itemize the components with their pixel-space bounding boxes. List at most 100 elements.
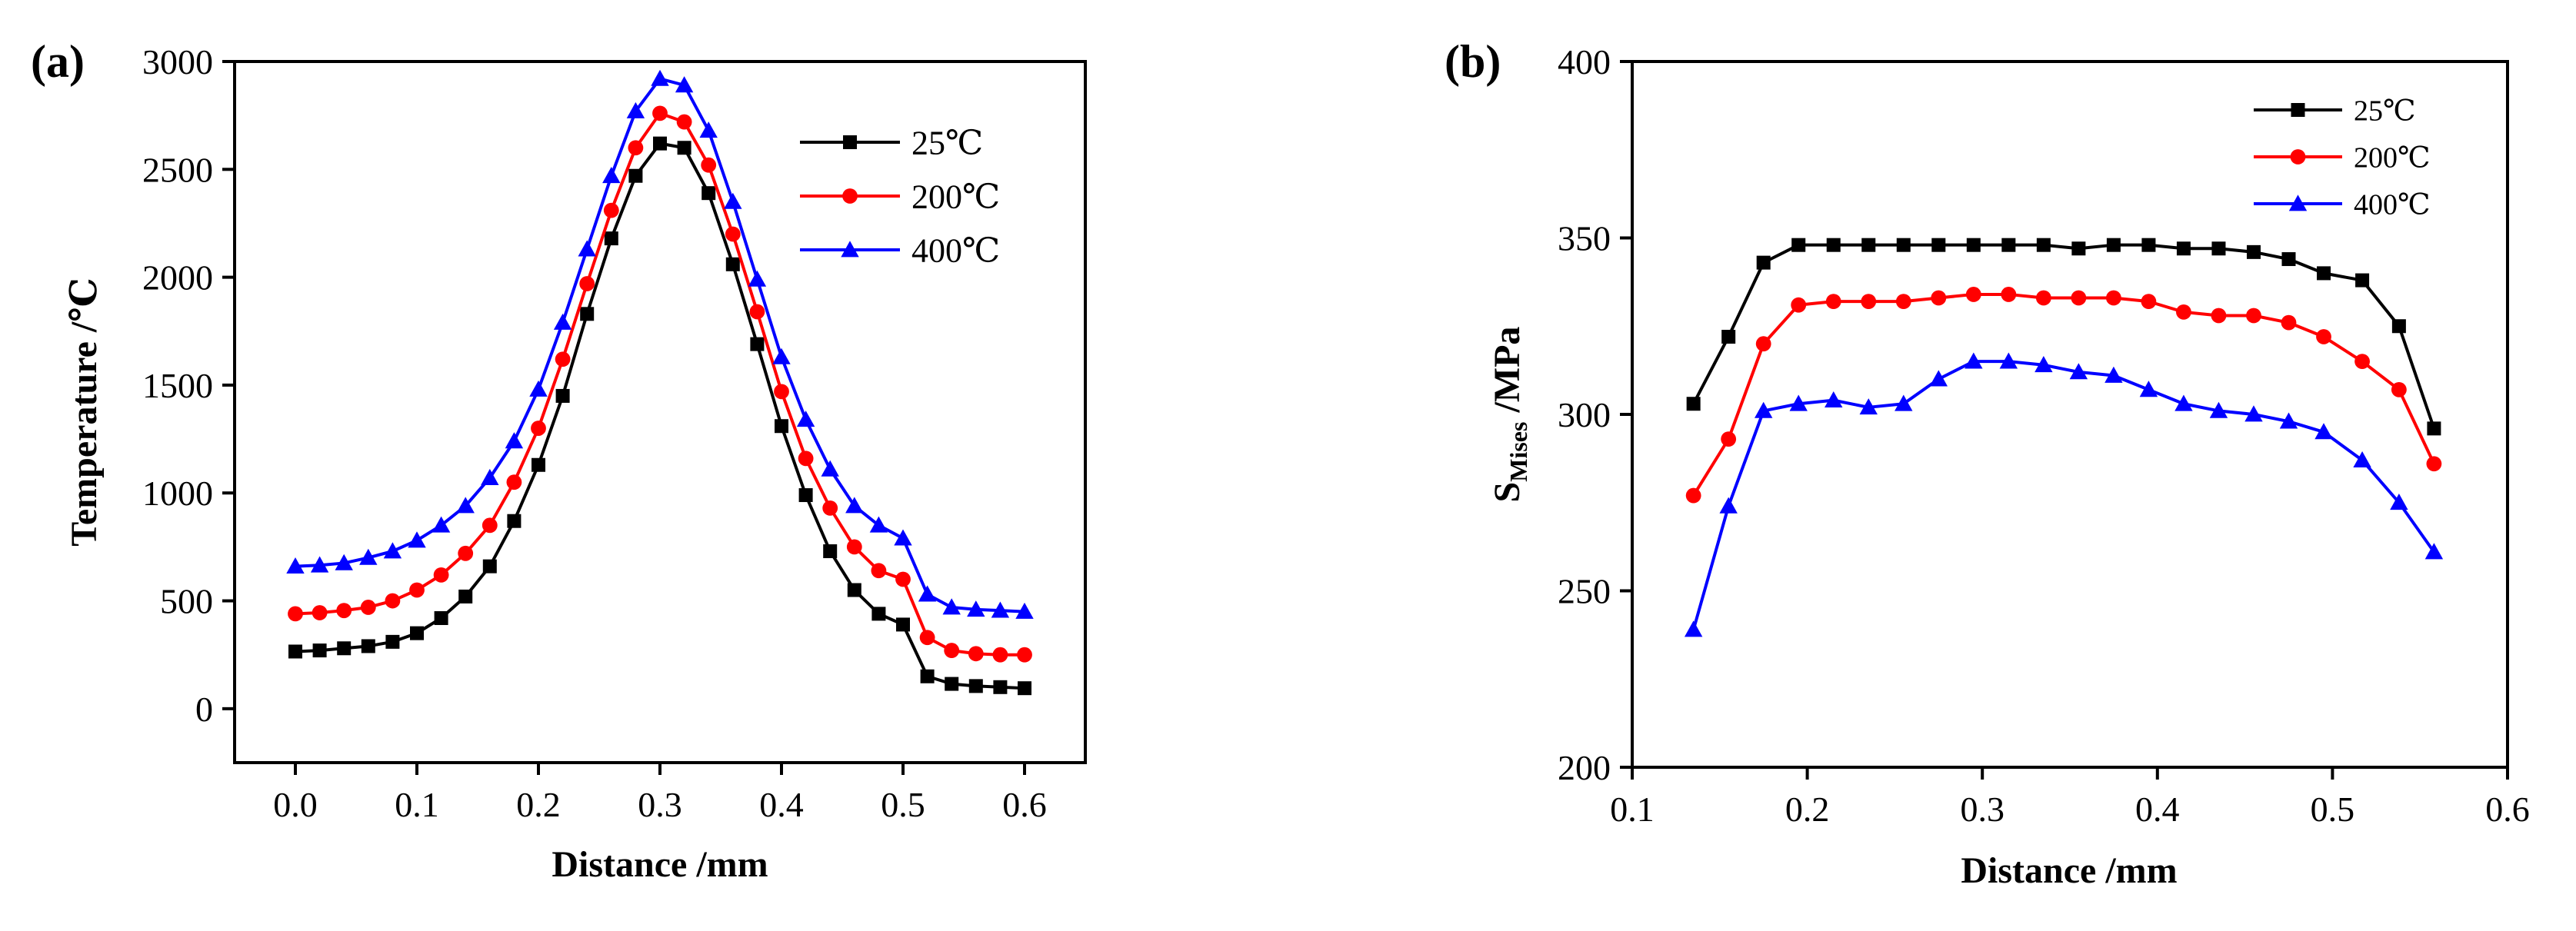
data-point <box>1017 647 1032 663</box>
data-point <box>774 384 789 400</box>
data-point <box>555 388 570 403</box>
x-tick-label: 0.3 <box>638 785 682 824</box>
data-point <box>701 157 717 173</box>
data-point <box>507 514 522 528</box>
data-point <box>2141 238 2156 252</box>
data-point <box>1755 336 1771 352</box>
data-point <box>2035 290 2051 306</box>
y-tick-label: 350 <box>1558 219 1611 258</box>
data-point <box>288 606 303 622</box>
data-point <box>2391 381 2407 397</box>
data-point <box>2427 421 2441 436</box>
data-point <box>408 531 426 548</box>
data-point <box>361 639 375 653</box>
x-tick-labels-a: 0.0 0.1 0.2 0.3 0.4 0.5 0.6 <box>273 763 1047 824</box>
data-point <box>2426 456 2442 472</box>
data-point <box>701 186 716 201</box>
data-point <box>677 141 691 155</box>
y-axis-label-a: Temperature /℃ <box>64 278 105 546</box>
data-point <box>529 380 548 397</box>
data-point <box>1965 287 1981 302</box>
data-point <box>2314 423 2333 440</box>
data-point <box>993 680 1008 694</box>
legend-marker <box>2291 103 2305 117</box>
data-point <box>1895 294 1911 310</box>
y-axis-label-b-sub: Mises <box>1505 422 1532 482</box>
data-point <box>604 231 618 246</box>
data-point <box>335 554 353 570</box>
data-point <box>918 585 937 602</box>
legend-b: 25℃ 200℃ 400℃ <box>2254 95 2431 221</box>
data-point <box>823 544 838 558</box>
data-point <box>2355 273 2370 288</box>
data-point <box>653 136 667 151</box>
data-point <box>1931 290 1947 306</box>
data-point <box>2104 366 2123 383</box>
data-point <box>433 567 449 583</box>
data-point <box>919 630 935 646</box>
data-point <box>2316 329 2331 344</box>
legend-a: 25℃ 200℃ 400℃ <box>800 124 1000 269</box>
data-point <box>2176 241 2191 256</box>
data-point <box>2209 401 2228 418</box>
data-point <box>1721 330 1736 344</box>
data-point <box>1789 394 1808 411</box>
data-point <box>1999 352 2018 369</box>
data-point <box>2106 290 2121 306</box>
x-tick-label: 0.4 <box>759 785 804 824</box>
data-point <box>846 539 862 555</box>
x-tick-label: 0.2 <box>516 785 561 824</box>
x-axis-label-a: Distance /mm <box>552 844 768 885</box>
data-point <box>1859 398 1878 415</box>
legend-marker <box>2290 149 2306 165</box>
y-axis-label-b-main: S <box>1487 482 1528 503</box>
data-point <box>2353 451 2371 468</box>
data-point <box>772 347 791 364</box>
data-point <box>1756 255 1771 270</box>
legend-marker <box>843 135 857 149</box>
y-tick-label: 300 <box>1558 395 1611 434</box>
data-point <box>2354 354 2370 370</box>
series-line-1 <box>1691 292 2436 497</box>
y-axis-label-b-unit: /MPa <box>1487 327 1528 422</box>
data-point <box>1719 497 1738 514</box>
data-point <box>409 582 425 598</box>
data-point <box>2036 238 2051 252</box>
data-point <box>579 276 595 291</box>
data-point <box>1685 487 1701 504</box>
data-point <box>2390 494 2408 510</box>
data-point <box>2034 356 2053 373</box>
data-point <box>458 589 473 603</box>
x-tick-label: 0.1 <box>1610 790 1655 829</box>
data-point <box>725 226 741 242</box>
x-tick-label: 0.6 <box>2485 790 2530 829</box>
data-point <box>798 451 814 467</box>
legend-label: 25℃ <box>911 124 983 161</box>
legend-label: 400℃ <box>2354 188 2431 221</box>
data-point <box>748 270 767 287</box>
data-point <box>991 601 1010 618</box>
y-tick-label: 500 <box>160 582 213 621</box>
data-point <box>288 644 302 659</box>
data-point <box>798 488 813 503</box>
data-point <box>360 600 376 615</box>
data-point <box>628 140 644 156</box>
data-point <box>2174 394 2193 411</box>
data-point <box>1861 294 1877 310</box>
data-point <box>2244 405 2263 422</box>
data-point <box>1825 294 1841 310</box>
data-point <box>895 571 911 587</box>
data-point <box>286 557 305 574</box>
y-tick-label: 400 <box>1558 42 1611 81</box>
data-point <box>1721 431 1737 447</box>
data-point <box>1018 681 1031 696</box>
x-tick-label: 0.2 <box>1785 790 1830 829</box>
data-point <box>750 337 765 351</box>
data-point <box>944 643 960 658</box>
x-tick-label: 0.4 <box>2135 790 2180 829</box>
plot-area-a <box>233 60 1087 764</box>
data-point <box>555 351 571 367</box>
data-point <box>871 607 886 621</box>
data-point <box>312 643 327 658</box>
